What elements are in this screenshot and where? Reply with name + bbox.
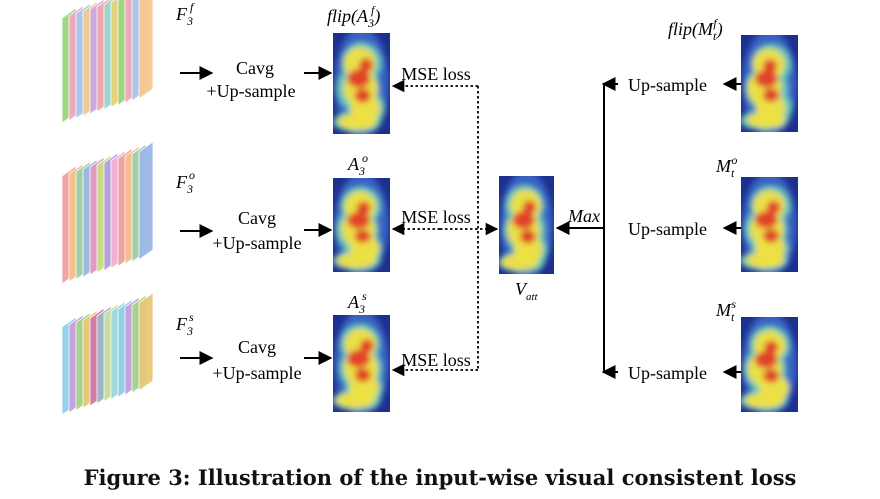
feature-sheet	[138, 141, 154, 261]
heatmap-attention-o	[333, 178, 390, 272]
attention-label-f: flip(A3f)	[327, 3, 380, 30]
upsample-label-s: Up-sample	[628, 363, 707, 383]
heatmap-attention-s	[333, 315, 390, 412]
mse-label-o: MSE loss	[401, 207, 471, 227]
cavg-label-3: Cavg	[238, 337, 276, 357]
upsample-op-label-3: +Up-sample	[212, 363, 301, 383]
v-att-label: Vatt	[515, 279, 539, 303]
mask-label-f: flip(Mtf)	[668, 16, 723, 43]
feature-label-o: F3o	[175, 168, 195, 196]
cavg-label-1: Cavg	[236, 58, 274, 78]
mask-label-s: Mts	[715, 297, 736, 324]
feature-sheet	[138, 0, 154, 100]
feature-sheet	[138, 292, 154, 392]
feature-stack-s	[61, 292, 154, 416]
mask-label-o: Mto	[715, 153, 737, 180]
feature-stack-f	[61, 0, 154, 124]
mse-label-s: MSE loss	[401, 350, 471, 370]
upsample-label-f: Up-sample	[628, 75, 707, 95]
max-label: Max	[567, 206, 600, 226]
upsample-op-label-1: +Up-sample	[206, 81, 295, 101]
feature-label-f: F3f	[175, 0, 195, 28]
attention-label-s: A3s	[347, 289, 367, 316]
heatmap-mask-f	[741, 35, 798, 132]
upsample-label-o: Up-sample	[628, 219, 707, 239]
heatmap-attention-f	[333, 33, 390, 134]
feature-stack-o	[61, 141, 154, 285]
heatmap-mask-o	[741, 177, 798, 272]
feature-label-s: F3s	[175, 310, 194, 338]
mse-label-f: MSE loss	[401, 64, 471, 84]
attention-label-o: A3o	[347, 151, 368, 178]
figure-caption: Figure 3: Illustration of the input-wise…	[83, 465, 797, 490]
upsample-op-label-2: +Up-sample	[212, 233, 301, 253]
cavg-label-2: Cavg	[238, 208, 276, 228]
heatmap-mask-s	[741, 317, 798, 412]
heatmap-v-att	[499, 176, 554, 274]
diagram-canvas: F3f F3o F3s Cavg +Up-sample Cavg +Up-sam…	[61, 0, 798, 416]
